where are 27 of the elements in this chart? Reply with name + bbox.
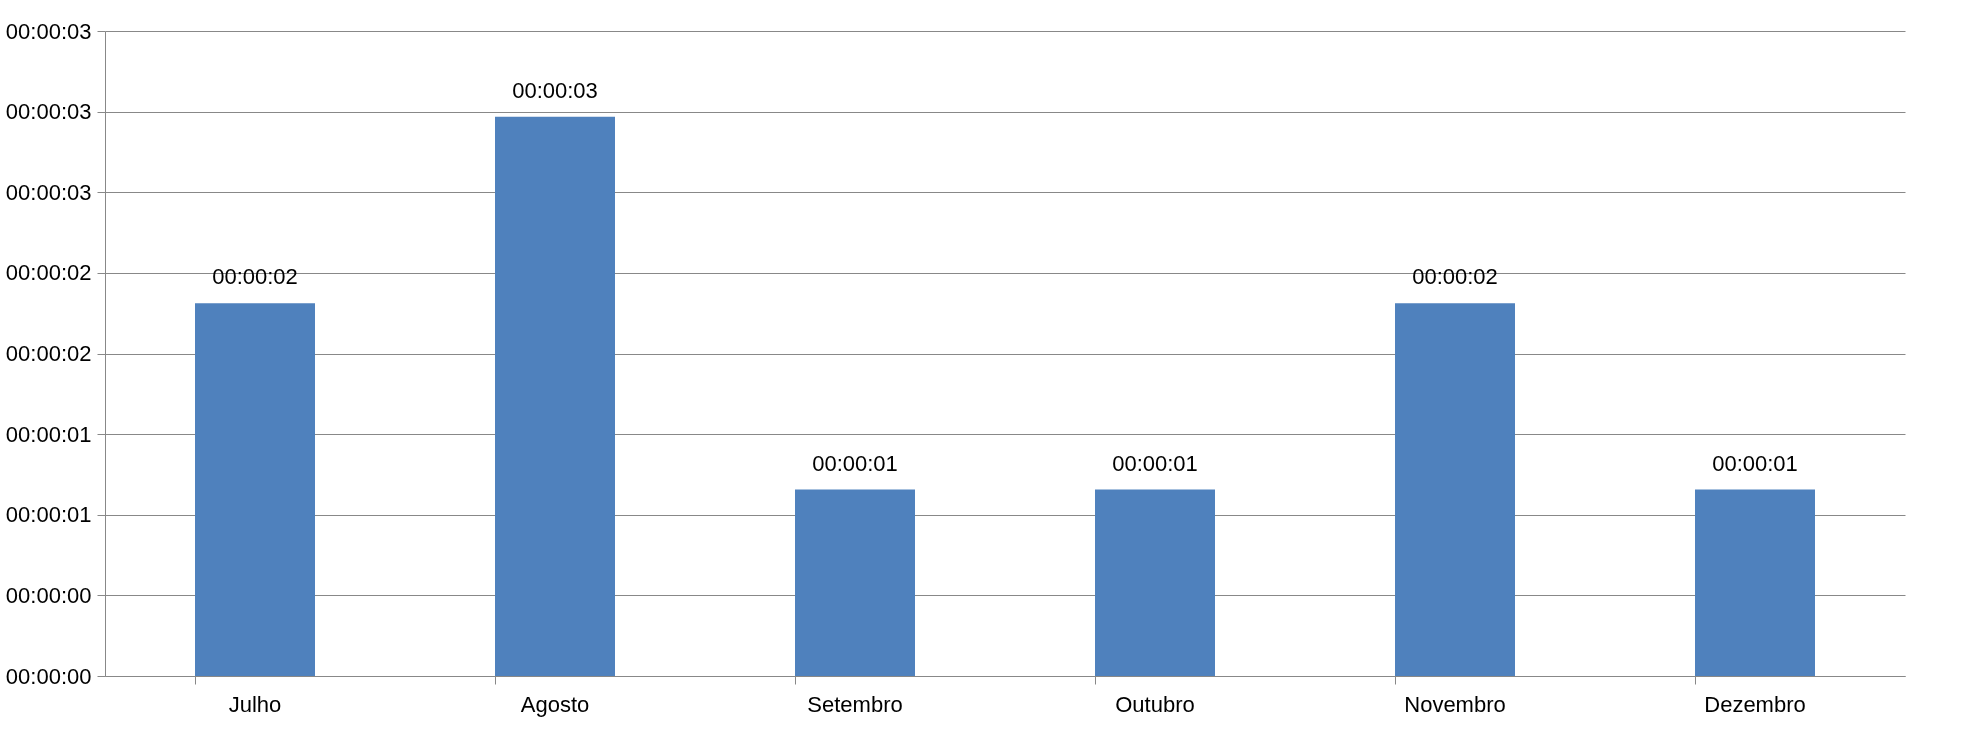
y-tick-label: 00:00:01 [5,421,92,447]
data-label: 00:00:02 [212,264,298,290]
data-label: 00:00:02 [1412,264,1498,290]
x-tick-label: Setembro [807,691,903,717]
bar [1095,489,1215,676]
y-tick-label: 00:00:03 [5,99,92,125]
x-tick-label: Julho [228,691,282,717]
y-tick-label: 00:00:03 [5,18,92,44]
x-tick-label: Dezembro [1704,691,1806,717]
y-tick-label: 00:00:03 [5,179,92,205]
bar [195,303,315,676]
y-tick-label: 00:00:02 [5,260,92,286]
data-label: 00:00:01 [812,450,898,476]
y-tick-label: 00:00:00 [5,582,92,608]
x-tick-label: Agosto [520,691,590,717]
bar [495,116,615,676]
y-tick-label: 00:00:01 [5,502,92,528]
data-label: 00:00:03 [512,77,598,103]
bar [1695,489,1815,676]
bar [795,489,915,676]
y-tick-label: 00:00:00 [5,663,92,689]
data-label: 00:00:01 [1112,450,1198,476]
y-tick-label: 00:00:02 [5,341,92,366]
data-label: 00:00:01 [1712,450,1798,476]
x-tick-label: Novembro [1404,691,1506,717]
x-tick-label: Outubro [1115,691,1195,717]
bar [1395,303,1515,676]
